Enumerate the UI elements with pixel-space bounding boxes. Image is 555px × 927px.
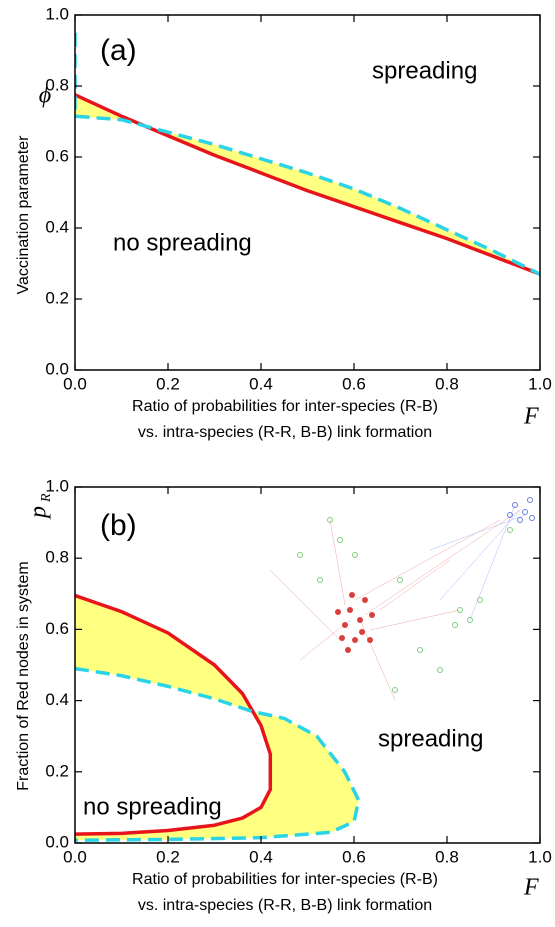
x-tick-label: 0.2 xyxy=(156,374,180,393)
annotation: no spreading xyxy=(83,793,222,820)
data-layer xyxy=(75,593,361,842)
panel-label: (b) xyxy=(100,509,137,542)
y-tick-label: 1.0 xyxy=(45,4,69,23)
axes-frame xyxy=(74,14,541,371)
x-tick-label: 0.0 xyxy=(63,374,87,393)
x-axis-label: Ratio of probabilities for inter-species… xyxy=(132,398,438,415)
y-axis-label: Vaccination parameter xyxy=(15,135,32,295)
y-tick-label: 0.8 xyxy=(45,75,69,94)
x-axis-symbol: F xyxy=(523,875,539,901)
x-tick-label: 0.4 xyxy=(249,374,273,393)
x-tick-label: 1.0 xyxy=(528,847,552,866)
panel-label: (a) xyxy=(100,34,137,67)
y-axis-symbol-base: p xyxy=(26,506,52,520)
x-tick-label: 0.8 xyxy=(435,374,459,393)
data-layer xyxy=(75,32,540,276)
shaded-region xyxy=(75,595,359,841)
curve xyxy=(75,32,540,276)
annotation: spreading xyxy=(372,57,477,84)
x-tick-label: 0.6 xyxy=(342,374,366,393)
x-tick-label: 0.2 xyxy=(156,847,180,866)
axes-frame xyxy=(74,486,541,844)
y-tick-label: 0.2 xyxy=(45,288,69,307)
y-tick-label: 0.0 xyxy=(45,832,69,851)
x-tick-label: 0.4 xyxy=(249,847,273,866)
y-tick-label: 0.0 xyxy=(45,359,69,378)
x-axis-label: Ratio of probabilities for inter-species… xyxy=(132,871,438,888)
annotation: no spreading xyxy=(113,229,252,256)
x-axis-label: vs. intra-species (R-R, B-B) link format… xyxy=(138,897,432,914)
annotation: spreading xyxy=(378,725,483,752)
y-axis-symbol-subscript: R xyxy=(39,493,54,503)
y-axis-symbol: p R xyxy=(26,493,55,520)
network-inset xyxy=(269,497,535,701)
curve xyxy=(75,666,361,842)
x-tick-label: 0.0 xyxy=(63,847,87,866)
x-axis-label: vs. intra-species (R-R, B-B) link format… xyxy=(138,424,432,441)
curve xyxy=(75,593,273,836)
y-tick-label: 0.2 xyxy=(45,761,69,780)
y-tick-label: 0.4 xyxy=(45,690,69,709)
y-axis-label: Fraction of Red nodes in system xyxy=(15,561,32,790)
y-tick-label: 0.4 xyxy=(45,217,69,236)
x-tick-label: 1.0 xyxy=(528,374,552,393)
plot-area xyxy=(75,593,361,842)
x-tick-label: 0.6 xyxy=(342,847,366,866)
curve xyxy=(75,93,540,276)
x-tick-label: 0.8 xyxy=(435,847,459,866)
y-tick-label: 0.6 xyxy=(45,146,69,165)
y-axis-symbol: ϕ xyxy=(39,83,51,109)
y-tick-label: 0.8 xyxy=(45,548,69,567)
y-tick-label: 1.0 xyxy=(45,476,69,495)
x-axis-symbol: F xyxy=(523,404,539,430)
y-tick-label: 0.6 xyxy=(45,619,69,638)
plot-area xyxy=(75,32,540,276)
